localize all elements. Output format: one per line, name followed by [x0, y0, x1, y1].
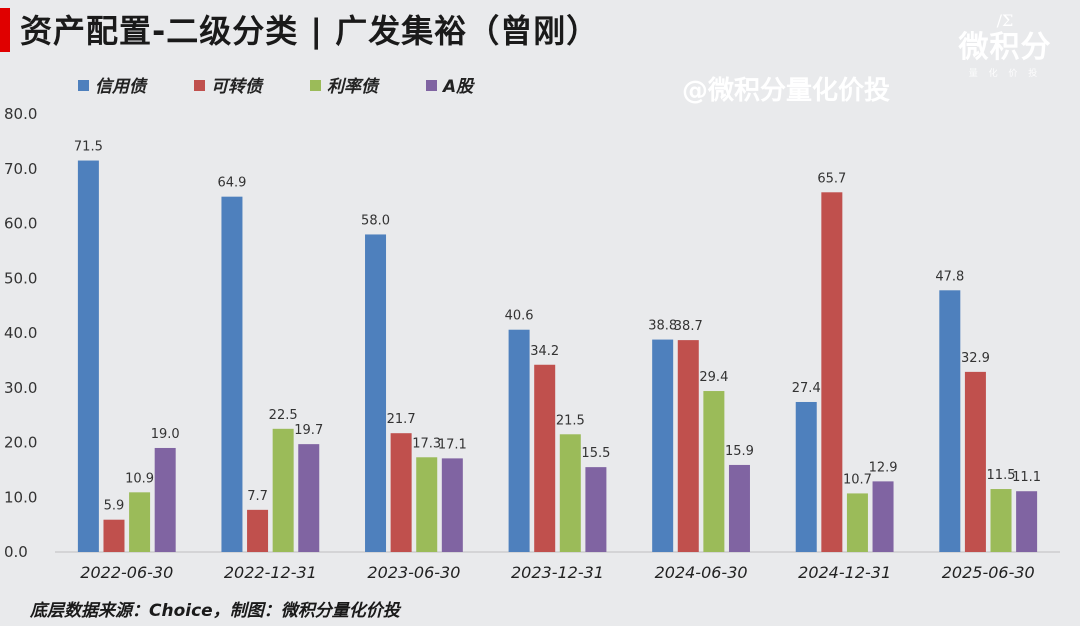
data-label: 17.3	[412, 436, 441, 451]
x-tick-label: 2022-12-31	[224, 563, 317, 582]
data-label: 21.7	[387, 412, 416, 427]
data-label: 10.9	[125, 471, 154, 486]
data-label: 65.7	[817, 171, 846, 186]
bar	[77, 160, 99, 552]
data-label: 32.9	[961, 351, 990, 366]
data-label: 38.8	[648, 319, 677, 334]
legend-swatch	[426, 80, 437, 91]
chart-title: 资产配置-二级分类 | 广发集裕（曾刚）	[20, 12, 600, 50]
bar	[221, 196, 243, 553]
bar	[534, 364, 556, 552]
data-label: 11.1	[1012, 470, 1041, 485]
bar	[872, 481, 894, 552]
bar	[677, 340, 699, 552]
bar	[129, 492, 151, 552]
legend-label: 利率债	[327, 77, 380, 97]
bar	[298, 444, 320, 552]
data-label: 40.6	[505, 309, 534, 324]
data-label: 27.4	[792, 381, 821, 396]
bar	[585, 467, 607, 552]
title-accent-bar	[0, 8, 10, 52]
data-label: 64.9	[217, 176, 246, 191]
data-label: 10.7	[843, 472, 872, 487]
bar	[272, 428, 294, 552]
x-tick-label: 2024-12-31	[798, 563, 891, 582]
brand-subtitle: 量 化 价 投	[968, 69, 1042, 79]
y-tick-label: 80.0	[4, 105, 37, 123]
bar	[728, 464, 750, 552]
data-label: 19.0	[151, 427, 180, 442]
data-label: 38.7	[674, 319, 703, 334]
y-tick-label: 10.0	[4, 488, 37, 506]
data-label: 47.8	[935, 269, 964, 284]
legend-swatch	[194, 80, 205, 91]
data-label: 58.0	[361, 213, 390, 228]
x-tick-label: 2022-06-30	[80, 563, 173, 582]
data-label: 11.5	[987, 468, 1016, 483]
brand-name: 微积分	[958, 30, 1052, 65]
legend-swatch	[310, 80, 321, 91]
y-tick-label: 0.0	[4, 543, 28, 561]
bar	[821, 192, 843, 553]
y-tick-label: 30.0	[4, 379, 37, 397]
data-label: 17.1	[438, 437, 467, 452]
bar	[154, 447, 176, 552]
y-tick-label: 70.0	[4, 160, 37, 178]
bar	[416, 457, 438, 552]
bar	[508, 329, 530, 552]
y-tick-label: 20.0	[4, 434, 37, 452]
data-label: 34.2	[530, 344, 559, 359]
data-label: 29.4	[699, 370, 728, 385]
data-label: 15.5	[581, 446, 610, 461]
bar	[441, 458, 463, 552]
data-label: 15.9	[725, 444, 754, 459]
brand-mark: /Σ	[996, 11, 1014, 30]
legend-swatch	[78, 80, 89, 91]
x-tick-label: 2024-06-30	[655, 563, 748, 582]
brand-logo: /Σ 微积分 量 化 价 投	[940, 11, 1070, 80]
watermark: @微积分量化价投	[682, 76, 891, 106]
bar	[795, 401, 817, 552]
bar	[365, 234, 387, 552]
bar	[1016, 491, 1038, 552]
y-tick-label: 50.0	[4, 269, 37, 287]
y-tick-label: 40.0	[4, 324, 37, 342]
x-tick-label: 2023-06-30	[367, 563, 460, 582]
legend-label: A股	[441, 77, 475, 97]
bar	[652, 339, 674, 552]
data-label: 12.9	[869, 460, 898, 475]
bar	[559, 434, 581, 552]
bar	[390, 433, 412, 552]
data-label: 7.7	[247, 489, 268, 504]
x-tick-label: 2025-06-30	[942, 563, 1035, 582]
bar	[990, 489, 1012, 552]
source-note: 底层数据来源：Choice，制图：微积分量化价投	[30, 601, 400, 621]
x-tick-label: 2023-12-31	[511, 563, 604, 582]
legend-label: 信用债	[95, 77, 148, 97]
bar	[703, 391, 725, 552]
data-label: 71.5	[74, 140, 103, 155]
data-label: 5.9	[104, 499, 125, 514]
legend-label: 可转债	[211, 77, 264, 97]
bar	[103, 519, 125, 552]
data-label: 19.7	[294, 423, 323, 438]
bar	[247, 509, 269, 552]
bar	[846, 493, 868, 552]
data-label: 22.5	[269, 408, 298, 423]
y-tick-label: 60.0	[4, 215, 37, 233]
data-label: 21.5	[556, 413, 585, 428]
bar	[939, 290, 961, 552]
bar	[964, 371, 986, 552]
